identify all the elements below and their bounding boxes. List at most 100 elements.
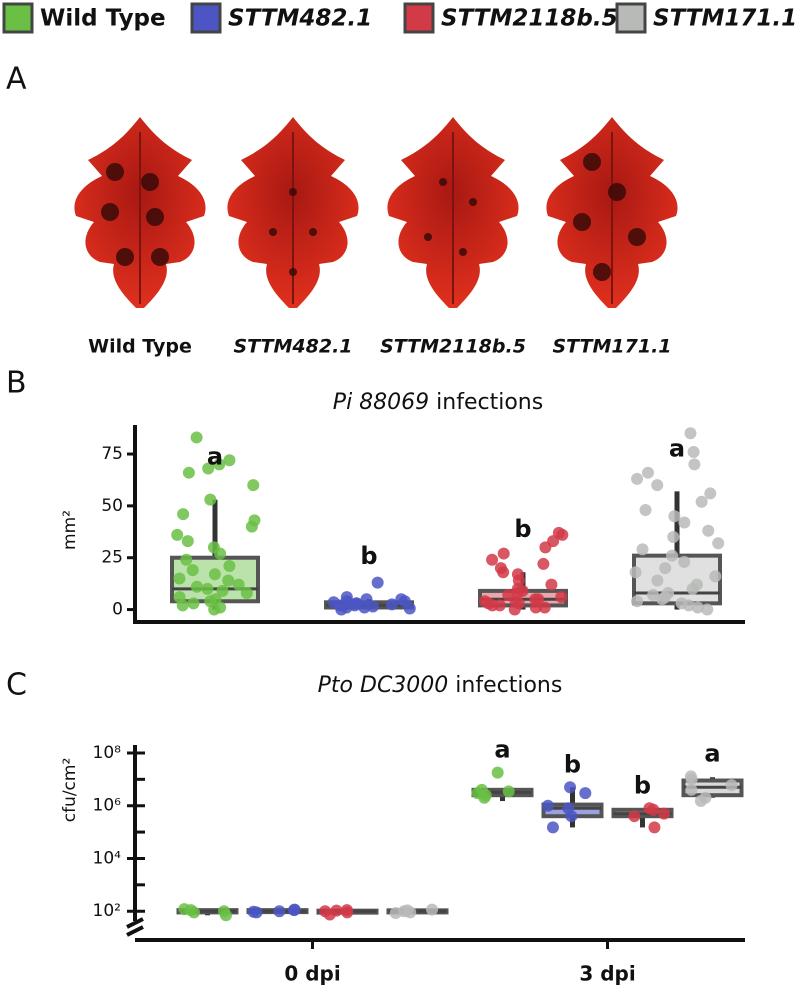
point — [395, 593, 408, 606]
title-text: infections — [455, 673, 562, 698]
leaf-lesion — [593, 263, 611, 281]
point — [182, 466, 195, 479]
point — [177, 508, 190, 521]
point — [247, 905, 260, 918]
point — [631, 472, 644, 485]
point — [678, 555, 691, 568]
y-tick-label: 75 — [101, 444, 123, 464]
y-tick-label: 10⁶ — [93, 796, 122, 816]
point — [552, 526, 565, 539]
point — [240, 586, 253, 599]
axes — [133, 425, 745, 624]
leaf — [227, 117, 359, 308]
point — [190, 580, 203, 593]
point — [401, 904, 414, 917]
point — [502, 785, 515, 798]
leaf-label: STTM2118b.5 — [380, 336, 526, 358]
point — [248, 514, 261, 527]
point — [218, 905, 231, 918]
point — [288, 903, 301, 916]
point — [216, 584, 229, 597]
point — [659, 562, 672, 575]
leaf-lesion — [289, 268, 297, 276]
leaf-lesion — [469, 198, 477, 206]
point — [643, 802, 656, 815]
legend-label: Wild Type — [40, 6, 166, 32]
point — [178, 903, 191, 916]
point — [385, 598, 398, 611]
point — [479, 595, 492, 608]
point — [555, 591, 568, 604]
panel-label: B — [6, 366, 27, 401]
point — [171, 528, 184, 541]
point — [319, 905, 332, 918]
leaf-lesion — [459, 248, 467, 256]
point — [486, 553, 499, 566]
point — [350, 597, 363, 610]
significance-letter: a — [207, 443, 223, 471]
point — [639, 504, 652, 517]
point — [651, 574, 664, 587]
leaf-lesion — [424, 233, 432, 241]
point — [327, 596, 340, 609]
significance-letter: b — [634, 771, 651, 799]
leaf — [74, 117, 206, 308]
point — [207, 541, 220, 554]
point — [187, 597, 200, 610]
leaf-lesion — [151, 248, 169, 266]
y-tick-label: 10⁴ — [93, 848, 122, 868]
leaf-lesion — [628, 228, 646, 246]
leaf-label: Wild Type — [88, 336, 192, 358]
point — [491, 766, 504, 779]
point — [201, 582, 214, 595]
title-italic: Pi 88069 — [333, 390, 429, 415]
x-tick-label: 0 dpi — [284, 962, 340, 986]
point — [687, 445, 700, 458]
y-tick-label: 25 — [101, 548, 123, 568]
point — [564, 781, 577, 794]
point — [684, 427, 697, 440]
point — [725, 779, 738, 792]
leaf-lesion — [106, 163, 124, 181]
point — [493, 599, 506, 612]
point — [502, 589, 515, 602]
point — [675, 597, 688, 610]
leaf-lesion — [309, 228, 317, 236]
axis-break — [126, 917, 144, 937]
leaf-label: STTM171.1 — [552, 336, 671, 358]
point — [541, 799, 554, 812]
title-italic: Pto DC3000 — [318, 673, 449, 698]
point — [631, 595, 644, 608]
point — [701, 603, 714, 616]
y-axis-label: mm² — [60, 510, 80, 550]
point — [662, 586, 675, 599]
point — [204, 493, 217, 506]
leaf-lesion — [583, 153, 601, 171]
legend-swatch — [615, 2, 647, 34]
y-tick-label: 10⁸ — [93, 743, 122, 763]
leaf-label: STTM482.1 — [233, 336, 352, 358]
point — [688, 458, 701, 471]
box — [632, 553, 722, 606]
leaf-lesion — [269, 228, 277, 236]
point — [545, 578, 558, 591]
panel-label: A — [6, 62, 27, 97]
point — [213, 458, 226, 471]
point — [273, 905, 286, 918]
point — [641, 466, 654, 479]
point — [629, 566, 642, 579]
point — [668, 510, 681, 523]
leaf-lesion — [116, 248, 134, 266]
point — [562, 802, 575, 815]
panel-label: C — [6, 668, 27, 703]
legend: Wild Type STTM482.1 STTM2118b.5 STTM171.1 — [2, 2, 796, 34]
leaf — [387, 117, 519, 308]
y-tick-label: 50 — [101, 496, 123, 516]
point — [330, 904, 343, 917]
point — [712, 537, 725, 550]
chart-title: Pi 88069 infections — [333, 390, 543, 415]
point — [232, 578, 245, 591]
point — [340, 904, 353, 917]
leaf-lesion — [608, 183, 626, 201]
